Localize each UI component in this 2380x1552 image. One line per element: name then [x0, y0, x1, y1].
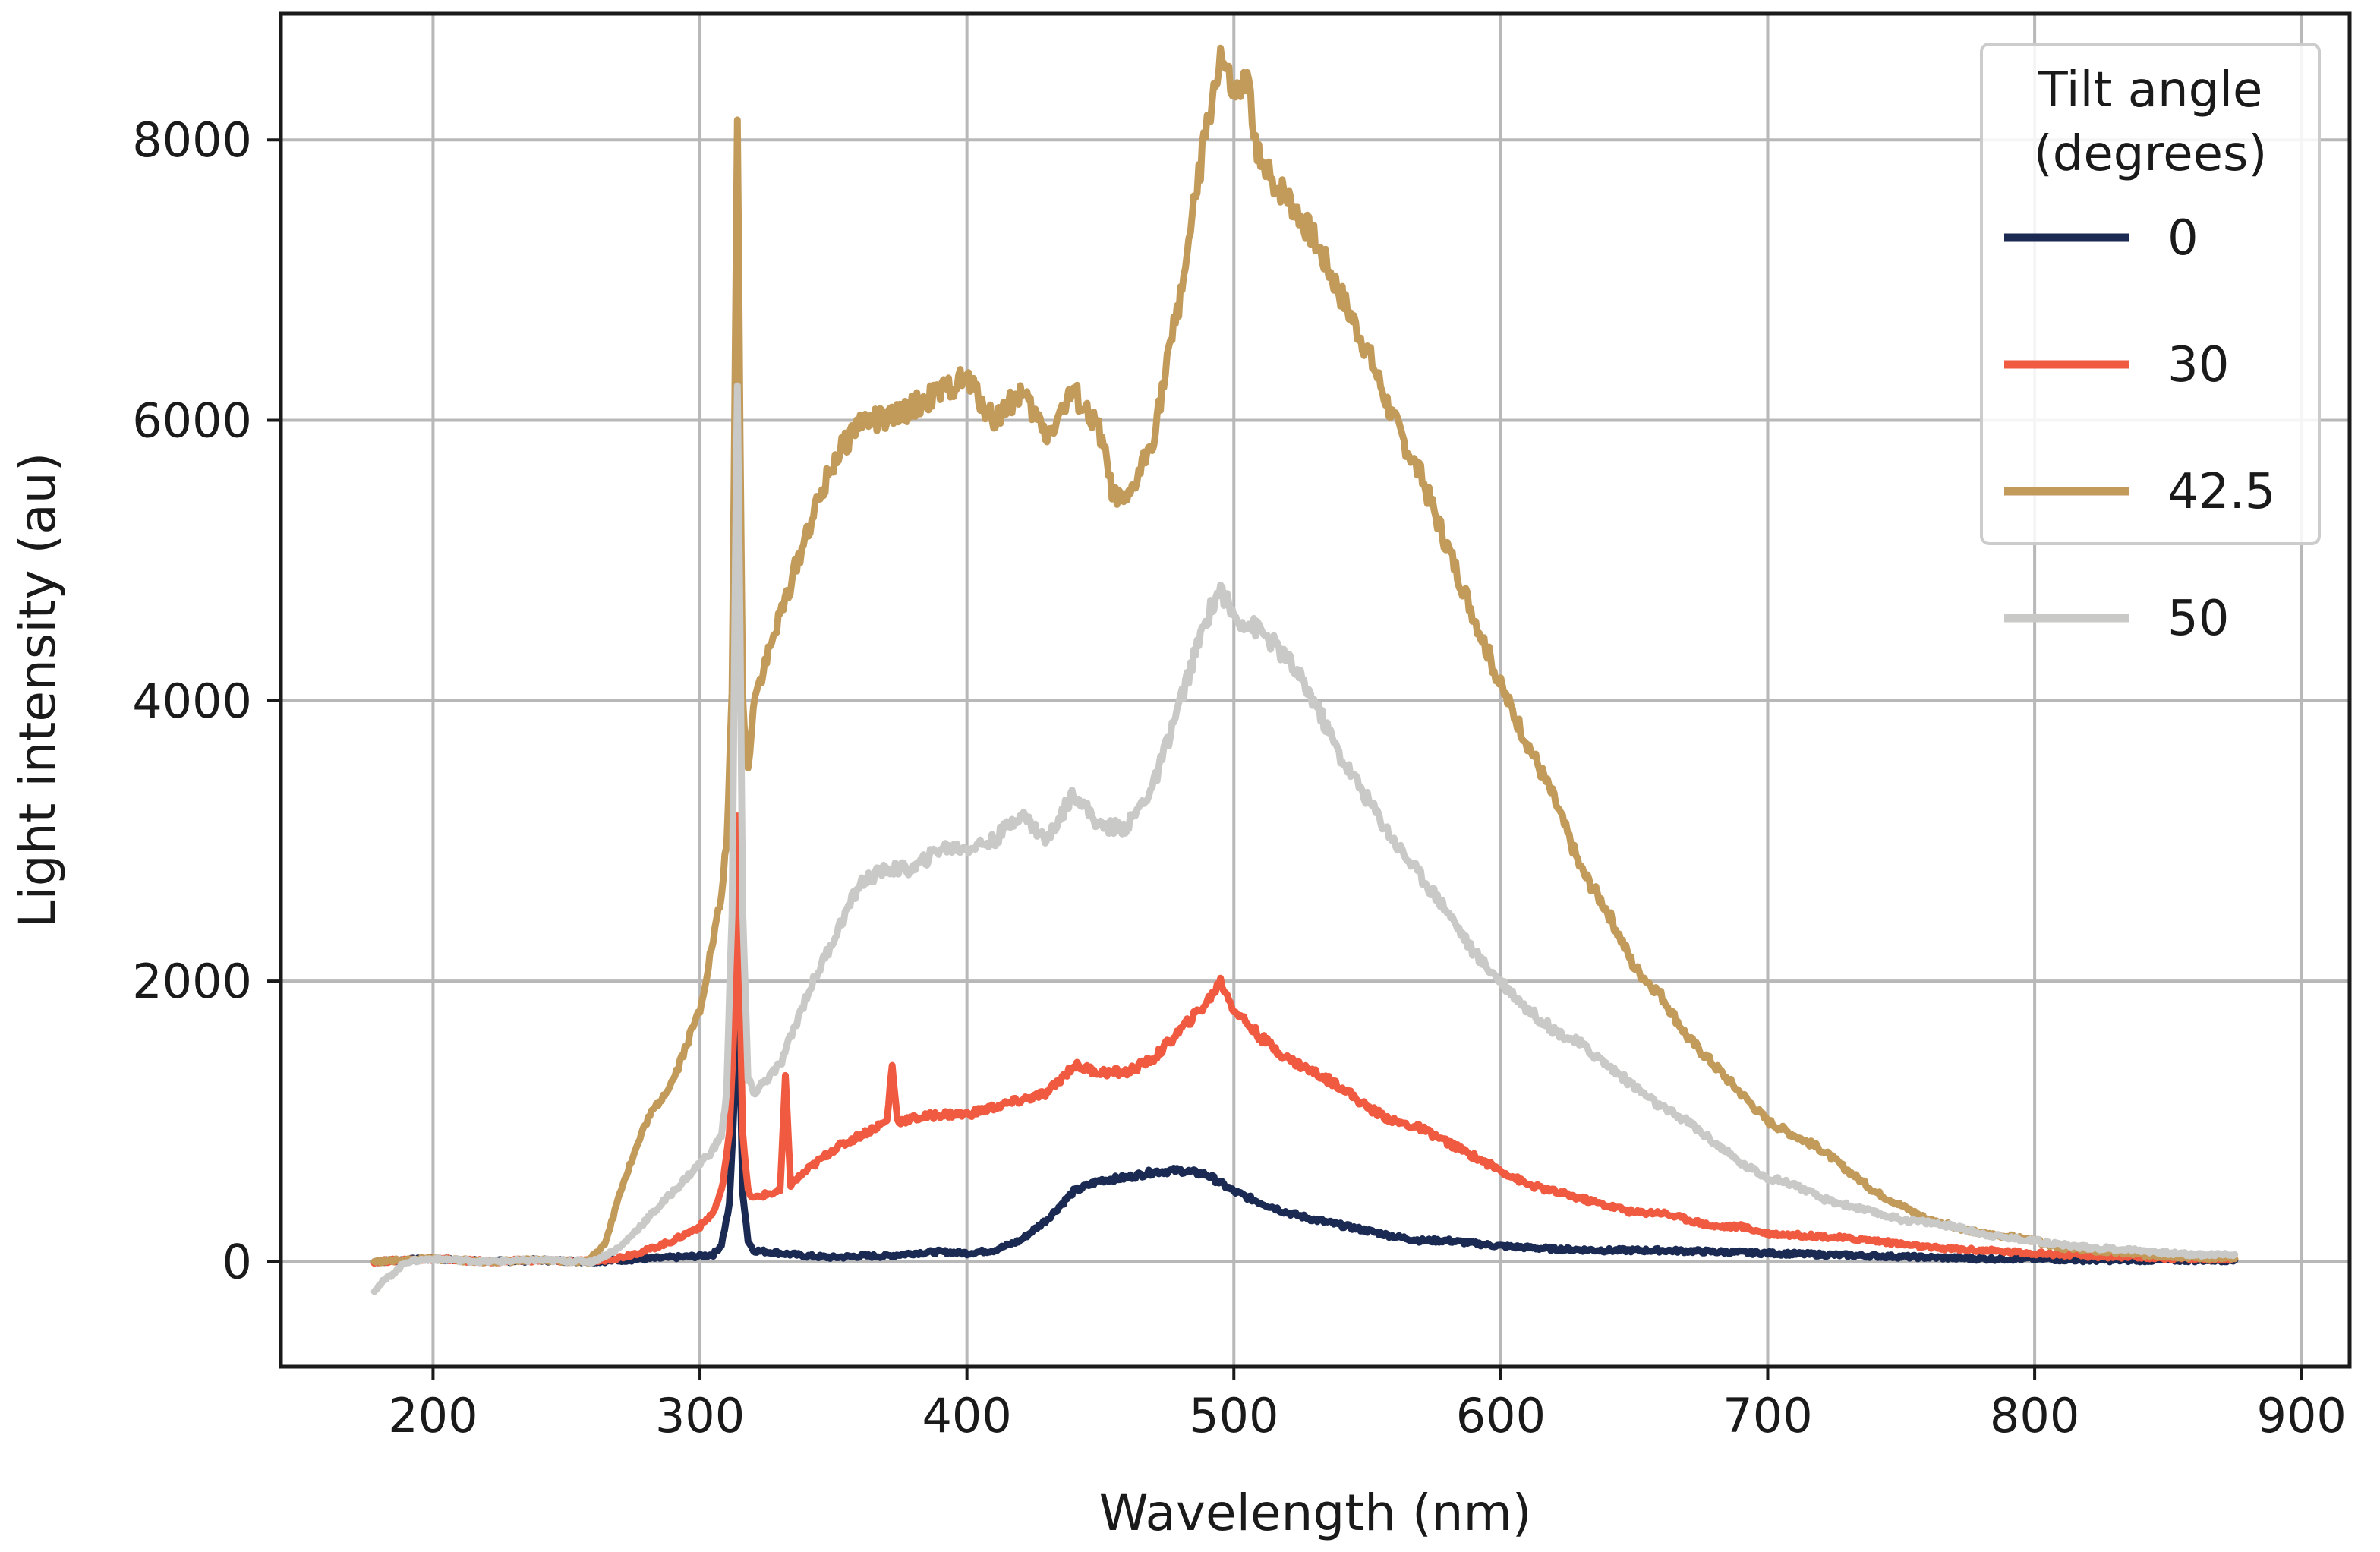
- series-line-30: [370, 812, 2239, 1267]
- legend-box: [1980, 43, 2321, 545]
- y-tick-label: 4000: [132, 673, 252, 729]
- series-lines: [370, 44, 2239, 1295]
- x-tick-label: 500: [1189, 1388, 1278, 1443]
- x-tick-label: 300: [655, 1388, 745, 1443]
- legend-title-line-1: Tilt angle: [2038, 62, 2263, 118]
- legend-label: 50: [2167, 591, 2229, 647]
- legend: Tilt angle (degrees) 0 30 42.5 50: [1980, 43, 2321, 647]
- x-tick-label: 700: [1723, 1388, 1812, 1443]
- x-tick-label: 800: [1990, 1388, 2079, 1443]
- legend-label: 30: [2167, 337, 2229, 393]
- y-axis-title: Light intensity (au): [8, 453, 67, 929]
- y-tick-label: 6000: [132, 393, 252, 449]
- series-line-42-5: [370, 44, 2239, 1267]
- series-line-0: [370, 895, 2239, 1267]
- legend-title-line-2: (degrees): [2034, 126, 2268, 182]
- x-tick-label: 600: [1456, 1388, 1546, 1443]
- x-tick-label: 900: [2257, 1388, 2347, 1443]
- legend-label: 42.5: [2167, 464, 2276, 520]
- x-tick-label: 200: [388, 1388, 478, 1443]
- y-tick-label: 0: [222, 1235, 252, 1290]
- axis-ticks: 200 300 400 500 600 700 800 9000200040006000800…: [132, 112, 2347, 1443]
- y-tick-label: 8000: [132, 112, 252, 168]
- plot-frame: [279, 11, 2352, 1369]
- series-line-50: [370, 382, 2239, 1295]
- x-axis-title: Wavelength (nm): [1099, 1484, 1531, 1542]
- x-tick-label: 400: [922, 1388, 1011, 1443]
- legend-label: 0: [2167, 210, 2199, 267]
- y-tick-label: 2000: [132, 954, 252, 1009]
- legend-entries: 0 30 42.5 50: [2004, 210, 2276, 647]
